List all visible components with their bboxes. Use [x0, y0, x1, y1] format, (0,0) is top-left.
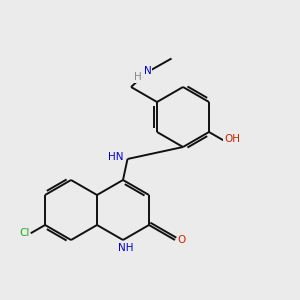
- Text: Cl: Cl: [19, 228, 29, 238]
- Text: O: O: [177, 235, 186, 245]
- Text: NH: NH: [118, 243, 133, 254]
- Text: N: N: [144, 66, 152, 76]
- Text: HN: HN: [108, 152, 124, 163]
- Text: OH: OH: [224, 134, 240, 144]
- Text: H: H: [134, 72, 142, 82]
